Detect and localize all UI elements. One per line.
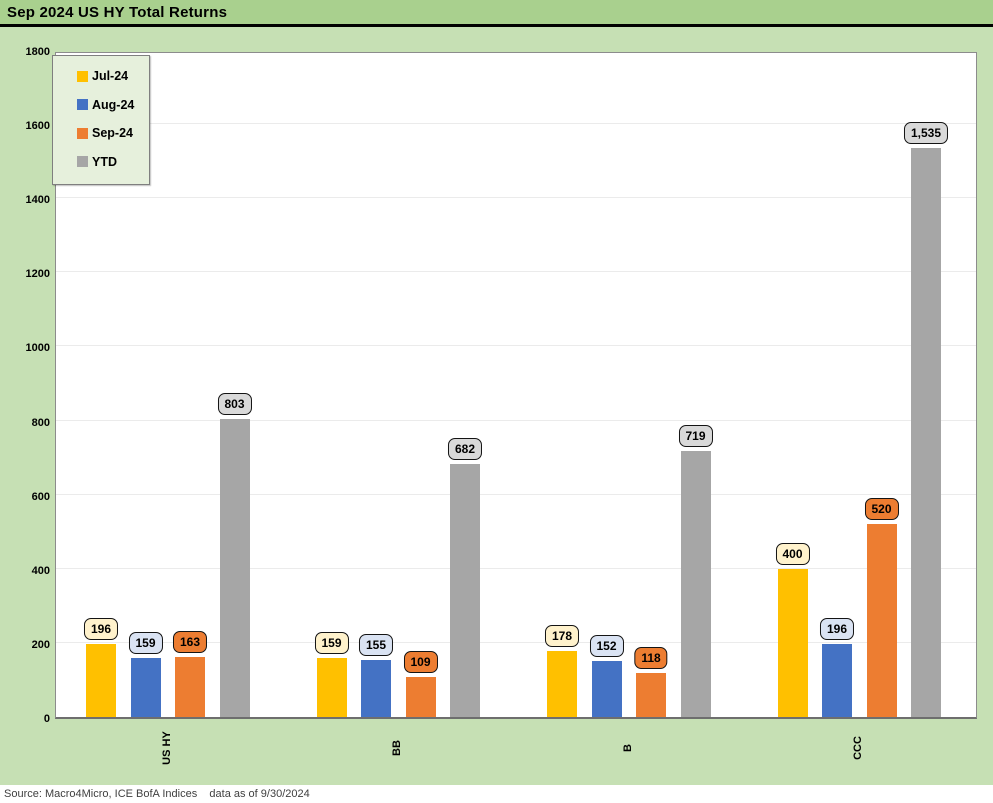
data-label: 152 xyxy=(589,634,624,657)
y-tick-label: 1400 xyxy=(25,194,50,207)
data-label: 1,535 xyxy=(903,122,949,145)
data-label: 155 xyxy=(358,633,394,656)
category-label: CCC xyxy=(852,736,865,760)
bar-aug-24-ccc xyxy=(822,644,852,717)
bar-ytd-b xyxy=(680,450,711,717)
legend-item-ytd: YTD xyxy=(77,155,149,169)
data-label: 109 xyxy=(403,650,438,673)
data-label: 196 xyxy=(819,618,855,641)
bar-aug-24-us-hy xyxy=(130,658,161,717)
data-label: 118 xyxy=(634,647,668,670)
legend-item-jul-24: Jul-24 xyxy=(77,69,149,83)
chart-legend: Jul-24 Aug-24 Sep-24 YTD xyxy=(52,55,150,185)
bar-sep-24-b xyxy=(636,673,666,717)
bar-sep-24-ccc xyxy=(866,524,897,717)
y-tick-label: 600 xyxy=(31,490,50,503)
bar-jul-24-bb xyxy=(316,658,347,717)
data-label: 400 xyxy=(775,542,810,565)
data-label: 719 xyxy=(678,424,713,447)
data-label: 803 xyxy=(217,393,252,416)
category-label: US HY xyxy=(160,731,173,765)
bar-sep-24-us-hy xyxy=(175,656,205,717)
y-tick-label: 1000 xyxy=(25,342,50,355)
bar-jul-24-b xyxy=(547,651,577,717)
gridline xyxy=(56,345,976,347)
y-tick-label: 1800 xyxy=(25,46,50,58)
y-tick-label: 0 xyxy=(43,713,50,725)
bar-ytd-us-hy xyxy=(219,419,250,717)
footer: Source: Macro4Micro, ICE BofA Indices da… xyxy=(0,785,993,803)
gridline xyxy=(56,493,976,495)
gridline xyxy=(56,271,976,273)
legend-label: Aug-24 xyxy=(92,97,135,112)
legend-swatch-icon xyxy=(77,70,88,82)
y-tick-label: 1600 xyxy=(25,120,50,133)
legend-label: Jul-24 xyxy=(92,69,129,84)
legend-swatch-icon xyxy=(77,127,88,139)
legend-item-sep-24: Sep-24 xyxy=(77,126,149,140)
chart-title-bar: Sep 2024 US HY Total Returns xyxy=(0,0,993,27)
legend-item-aug-24: Aug-24 xyxy=(77,98,149,112)
y-tick-label: 800 xyxy=(31,416,50,429)
gridline xyxy=(56,641,976,643)
y-tick-label: 1200 xyxy=(25,268,50,281)
bar-jul-24-us-hy xyxy=(86,644,116,717)
legend-swatch-icon xyxy=(77,99,88,111)
y-tick-label: 400 xyxy=(31,564,50,577)
legend-swatch-icon xyxy=(77,156,88,168)
category-label: BB xyxy=(391,740,404,756)
legend-label: Sep-24 xyxy=(92,126,133,141)
source-note: Source: Macro4Micro, ICE BofA Indices da… xyxy=(4,788,310,800)
gridline xyxy=(56,419,976,421)
page-title: Sep 2024 US HY Total Returns xyxy=(7,3,228,21)
data-label: 178 xyxy=(544,625,580,648)
data-label: 520 xyxy=(864,498,899,521)
bar-ytd-ccc xyxy=(911,148,941,717)
data-label: 163 xyxy=(172,630,208,653)
bar-jul-24-ccc xyxy=(777,568,808,717)
data-label: 159 xyxy=(314,632,349,655)
bar-aug-24-b xyxy=(591,660,622,717)
gridline xyxy=(56,567,976,569)
legend-label: YTD xyxy=(92,154,117,169)
bar-aug-24-bb xyxy=(361,659,391,717)
data-label: 196 xyxy=(83,618,119,641)
bar-ytd-bb xyxy=(450,464,480,717)
data-label: 682 xyxy=(447,438,483,461)
gridline xyxy=(56,123,976,125)
bar-sep-24-bb xyxy=(405,676,436,717)
plot-area: 196 159 163 803 159 155 109 682 178 152 118 719 400 1… xyxy=(55,52,977,719)
data-label: 159 xyxy=(128,632,163,655)
category-label: B xyxy=(621,744,634,752)
gridline xyxy=(56,197,976,199)
y-tick-label: 200 xyxy=(31,638,50,651)
